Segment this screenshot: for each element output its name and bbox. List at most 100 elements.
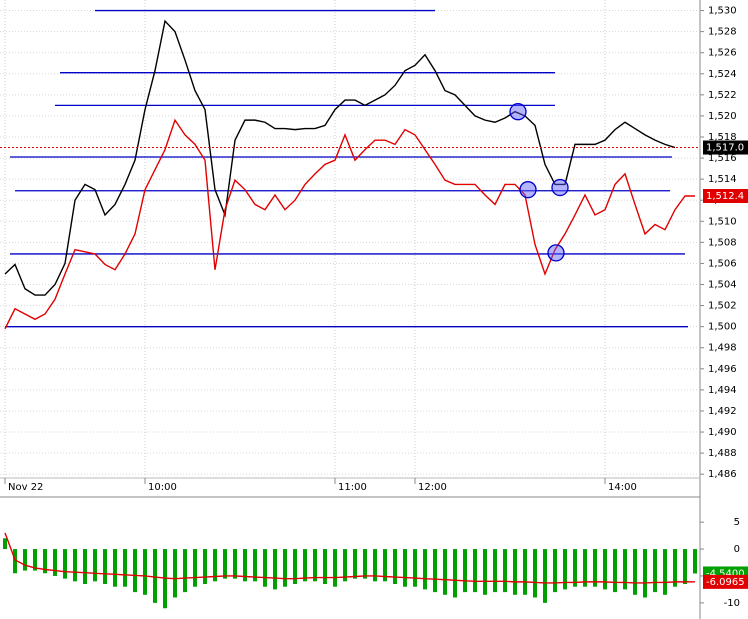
bar <box>563 549 567 590</box>
bar <box>153 549 157 603</box>
y-tick-label: 0 <box>734 544 740 555</box>
y-tick-label: 1,528 <box>708 27 737 38</box>
last-value-label: 1,512.4 <box>706 191 744 202</box>
bar <box>3 538 7 550</box>
x-tick-label: Nov 22 <box>8 482 43 493</box>
y-tick-label: 1,500 <box>708 322 737 333</box>
bar <box>543 549 547 603</box>
bar <box>483 549 487 595</box>
y-tick-label: 1,494 <box>708 385 737 396</box>
bar <box>123 549 127 587</box>
bar <box>393 549 397 585</box>
y-tick-label: 5 <box>734 517 740 528</box>
bar <box>23 549 27 571</box>
marker <box>551 178 569 197</box>
bar <box>263 549 267 587</box>
bar <box>643 549 647 598</box>
bar <box>213 549 217 582</box>
bar <box>283 549 287 587</box>
last-value-label: -6.0965 <box>706 577 745 588</box>
bar <box>63 549 67 579</box>
y-tick-label: 1,516 <box>708 153 737 164</box>
y-tick-label: 1,520 <box>708 111 737 122</box>
bar <box>373 549 377 582</box>
y-tick-label: 1,504 <box>708 280 737 291</box>
bar <box>473 549 477 593</box>
marker <box>547 244 565 262</box>
bar <box>593 549 597 587</box>
bar <box>343 549 347 582</box>
y-tick-label: 1,490 <box>708 427 737 438</box>
bar <box>683 549 687 585</box>
bar <box>413 549 417 587</box>
y-tick-label: 1,496 <box>708 364 737 375</box>
y-tick-label: 1,486 <box>708 469 737 480</box>
bar <box>293 549 297 585</box>
bar <box>103 549 107 585</box>
y-tick-label: 1,492 <box>708 406 737 417</box>
bar <box>383 549 387 582</box>
bar <box>173 549 177 598</box>
series-line <box>4 19 676 296</box>
y-tick-label: 1,508 <box>708 237 737 248</box>
marker <box>509 103 527 121</box>
bar <box>513 549 517 595</box>
bar <box>453 549 457 598</box>
bar <box>433 549 437 593</box>
y-tick-label: 1,522 <box>708 90 737 101</box>
y-tick-label: 1,518 <box>708 132 737 143</box>
bar <box>33 549 37 571</box>
bar <box>583 549 587 587</box>
y-tick-label: 1,514 <box>708 174 737 185</box>
bar <box>613 549 617 593</box>
bar <box>233 549 237 579</box>
x-tick-label: 11:00 <box>338 482 367 493</box>
bar <box>443 549 447 595</box>
bar <box>553 549 557 593</box>
y-tick-label: 1,506 <box>708 258 737 269</box>
y-tick-label: 1,488 <box>708 448 737 459</box>
last-value-label: -4.5400 <box>706 568 745 579</box>
y-tick-label: 1,526 <box>708 48 737 59</box>
bar <box>13 549 17 574</box>
bar <box>203 549 207 585</box>
marker <box>519 181 537 199</box>
y-tick-label: 1,524 <box>708 69 737 80</box>
y-tick-label: 1,498 <box>708 343 737 354</box>
series-line <box>4 532 696 584</box>
bar <box>113 549 117 587</box>
bar <box>133 549 137 593</box>
last-value-box <box>703 189 748 203</box>
last-value-box <box>703 574 748 589</box>
bar <box>533 549 537 598</box>
bar <box>423 549 427 590</box>
bar <box>223 549 227 579</box>
bar <box>83 549 87 585</box>
bar <box>633 549 637 595</box>
last-value-label: 1,517.0 <box>706 143 744 154</box>
bar <box>623 549 627 590</box>
bar <box>93 549 97 582</box>
bar <box>193 549 197 587</box>
bar <box>363 549 367 579</box>
y-tick-label: 1,502 <box>708 301 737 312</box>
bar <box>693 549 697 574</box>
bar <box>143 549 147 595</box>
bar <box>523 549 527 595</box>
last-value-box <box>703 140 748 155</box>
bar <box>183 549 187 593</box>
bar <box>303 549 307 582</box>
bar <box>603 549 607 590</box>
bar <box>333 549 337 587</box>
bar <box>653 549 657 593</box>
y-tick-label: 1,530 <box>708 6 737 17</box>
bar <box>53 549 57 576</box>
bar <box>573 549 577 587</box>
bar <box>273 549 277 590</box>
bar <box>253 549 257 582</box>
bar <box>243 549 247 582</box>
x-tick-label: 10:00 <box>148 482 177 493</box>
bar <box>43 549 47 574</box>
